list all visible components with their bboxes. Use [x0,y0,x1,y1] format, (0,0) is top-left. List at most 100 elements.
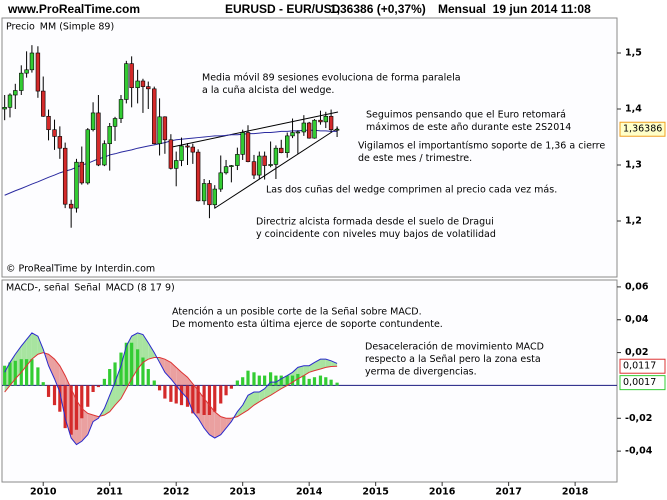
candle-body [212,188,217,206]
wedge-upper-line [171,111,339,148]
annotation: Vigilamos el importantísmo soporte de 1,… [358,141,605,152]
histogram-bar [74,385,79,430]
histogram-bar [119,352,123,386]
candle-body [7,94,13,108]
x-tick-label: 2013 [229,487,255,498]
candle-body [295,131,301,134]
legend-entry: MACD (8 17 9) [106,283,175,294]
histogram-bar [8,362,12,386]
x-tick-label: 2010 [30,487,57,498]
x-tick-label: 2016 [429,487,456,498]
histogram-bar [241,377,245,386]
macd-signal-fill [109,382,116,412]
x-tick-label: 2017 [495,487,521,498]
histogram-bar [252,372,256,386]
macd-signal-fill [226,418,232,429]
annotation: Atención a un posible corte de la Señal … [172,307,422,318]
candle-body [173,160,179,169]
macd-signal-fill [164,359,171,379]
instrument: EURUSD - EUR/USD [225,2,341,16]
annotation: yerma de divergencias. [365,367,477,378]
histogram-bar [25,359,29,386]
copyright: © ProRealTime by Interdin.com [6,264,155,275]
annotation: Desaceleración de movimiento MACD [365,342,544,353]
macd-line [4,332,338,446]
candle-body [2,107,7,110]
candle-body [306,122,312,139]
histogram-bar [246,370,250,386]
candle-body [168,139,174,169]
histogram-bar [80,385,84,419]
histogram-bar [152,380,156,386]
macd-signal-fill [87,413,94,435]
histogram-bar [257,375,261,386]
macd-signal-fill [331,360,338,367]
macd-signal-fill [48,354,55,379]
candle-body [235,154,240,166]
y-tick-label: 0,06 [625,281,649,292]
macd-signal-fill [259,388,265,402]
candle-body [41,90,46,117]
x-tick-label: 2018 [562,487,589,498]
histogram-bar [263,375,267,386]
annotation: Las dos cuñas del wedge comprimen al pre… [266,185,557,196]
legend-entry: Precio [6,22,35,33]
candle-body [46,115,51,131]
candle-body [24,69,29,74]
histogram-bar [302,375,306,386]
x-tick-label: 2011 [96,487,122,498]
candle-body [328,115,334,131]
last-value-label: 0,0017 [623,377,656,388]
candle-body [179,145,184,161]
histogram-bar [307,378,311,386]
wedge-lower-line [214,127,339,209]
legend-entry: MM (Simple 89) [40,22,114,33]
histogram-bar [124,342,128,386]
histogram-bar [169,385,173,402]
histogram-bar [229,385,233,389]
y-tick-label: 0,04 [625,314,649,325]
histogram-bar [58,385,62,412]
histogram-bar [96,385,101,388]
histogram-bar [235,380,239,386]
histogram-bar [141,357,145,386]
candle-body [140,80,146,87]
annotation: y coincidente con niveles muy bajos de v… [256,229,496,240]
y-tick-label: 1,5 [625,48,642,59]
histogram-bar [312,377,317,386]
histogram-bar [13,360,17,386]
histogram-bar [213,385,217,412]
macd-signal-fill [148,342,155,360]
histogram-bar [102,378,106,386]
candle-body [135,80,140,89]
candle-body [124,63,129,100]
candle-body [229,165,234,167]
candle-body [52,129,57,137]
candle-body [118,99,124,119]
macd-signal-fill [159,357,165,373]
candle-body [218,172,223,190]
histogram-bar [290,375,295,386]
candle-body [251,161,257,176]
site-name: www.ProRealTime.com [7,2,140,16]
candle-body [301,122,307,133]
candle-body [285,135,290,153]
macd-signal-fill [242,395,248,414]
x-tick-label: 2012 [163,487,189,498]
histogram-bar [91,385,95,393]
annotation: a la cuña alcista del wedge. [202,85,334,96]
histogram-bar [207,385,212,415]
histogram-bar [296,373,300,386]
histogram-bar [130,342,134,386]
macd-signal-fill [264,382,271,399]
y-tick-label: 0,02 [625,347,648,358]
annotation: de este mes / trimestre. [358,153,472,164]
histogram-bar [219,385,223,404]
candle-body [323,115,328,123]
candle-body [162,116,168,141]
histogram-bar [179,385,184,406]
macd-signal-fill [325,359,332,368]
candle-body [334,128,340,131]
candle-body [273,147,279,165]
candle-body [96,112,101,166]
